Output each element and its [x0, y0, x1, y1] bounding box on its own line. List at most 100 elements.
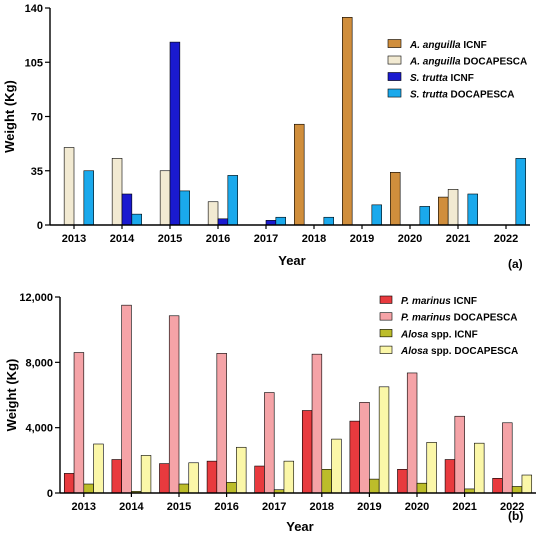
- bar-alosa-2019: [378, 386, 390, 494]
- bar-aanguilla-2015: [159, 170, 171, 226]
- y-tick-label: 105: [25, 57, 43, 69]
- legend-source: ICNF: [461, 40, 487, 51]
- legend-species: S. trutta: [410, 90, 448, 101]
- legend-label: A. anguilla ICNF: [409, 40, 487, 51]
- bar-aanguilla-2013: [63, 147, 75, 226]
- bar-pmarinus-2018: [301, 410, 313, 494]
- bar-alosa-2017: [283, 460, 295, 494]
- y-tick-label: 140: [25, 3, 43, 15]
- legend-species: P. marinus: [401, 313, 451, 324]
- bar-pmarinus-2022: [492, 477, 503, 494]
- legend-species: Alosa: [400, 329, 429, 340]
- legend-swatch: [387, 39, 402, 48]
- bar-strutta-2014: [131, 213, 142, 226]
- bar-strutta-2020: [419, 206, 430, 226]
- legend-swatch: [379, 312, 393, 321]
- legend-source: DOCAPESCA: [448, 90, 515, 101]
- legend-source: DOCAPESCA: [461, 57, 528, 68]
- x-tick-label: 2019: [357, 501, 381, 513]
- bar-alosa-2022: [521, 474, 533, 494]
- bar-pmarinus-2014: [121, 304, 132, 494]
- bar-strutta-2014: [121, 193, 133, 226]
- x-tick-label: 2014: [110, 233, 135, 245]
- x-tick-label: 2021: [446, 233, 470, 245]
- bar-alosa-2016: [236, 446, 247, 494]
- panel-label: (a): [508, 257, 523, 271]
- bar-alosa-2020: [416, 482, 428, 494]
- bar-pmarinus-2013: [73, 352, 85, 494]
- x-tick-label: 2018: [302, 233, 326, 245]
- x-axis-title: Year: [286, 519, 313, 534]
- legend-label: A. anguilla DOCAPESCA: [409, 57, 527, 68]
- legend-source: DOCAPESCA: [451, 313, 518, 324]
- bar-aanguilla-2016: [207, 201, 219, 226]
- y-tick-label: 70: [31, 112, 43, 124]
- x-tick-label: 2018: [310, 501, 334, 513]
- legend-swatch: [387, 55, 402, 65]
- legend-swatch: [387, 88, 402, 98]
- bar-alosa-2016: [226, 482, 237, 494]
- bar-pmarinus-2014: [111, 459, 122, 494]
- x-tick-label: 2013: [62, 233, 86, 245]
- y-tick-label: 0: [37, 220, 43, 232]
- y-axis-title: Weight (Kg): [2, 80, 17, 153]
- x-tick-label: 2015: [167, 501, 191, 513]
- bar-pmarinus-2015: [168, 315, 180, 494]
- x-tick-label: 2016: [214, 501, 238, 513]
- bar-pmarinus-2016: [216, 353, 227, 494]
- chart-panel-0: 2013 2014 2015 2016 2017 2018 2019 2020 2021 2022…: [2, 3, 530, 271]
- bar-pmarinus-2020: [397, 469, 408, 494]
- legend-species: Alosa: [400, 346, 429, 357]
- y-tick-label: 12,000: [19, 292, 53, 304]
- x-tick-label: 2019: [350, 233, 374, 245]
- legend-source: ICNF: [451, 296, 477, 307]
- bar-strutta-2021: [467, 193, 478, 226]
- legend-label: S. trutta ICNF: [410, 73, 474, 84]
- legend-label: Alosa spp. ICNF: [400, 329, 478, 340]
- bar-pmarinus-2019: [359, 402, 370, 494]
- bar-alosa-2014: [140, 455, 152, 494]
- bar-pmarinus-2020: [406, 372, 418, 494]
- bar-aanguilla-2020: [390, 172, 401, 226]
- x-tick-label: 2014: [119, 501, 144, 513]
- bar-alosa-2018: [331, 438, 342, 494]
- x-tick-label: 2017: [254, 233, 278, 245]
- bar-pmarinus-2017: [254, 465, 265, 494]
- bar-strutta-2019: [371, 204, 382, 226]
- bar-strutta-2016: [227, 175, 238, 226]
- legend-swatch: [387, 72, 402, 81]
- bar-strutta-2015: [169, 41, 181, 226]
- bar-strutta-2013: [83, 170, 94, 226]
- x-tick-label: 2022: [494, 233, 518, 245]
- bar-alosa-2015: [178, 483, 190, 494]
- legend-swatch: [379, 329, 393, 338]
- x-tick-label: 2020: [398, 233, 422, 245]
- panel-label: (b): [508, 509, 523, 523]
- chart-panel-1: 2013 2014 2015 2016 2017 2018 2019 2020 2021 2022…: [4, 292, 536, 534]
- legend-label: P. marinus DOCAPESCA: [401, 313, 518, 324]
- bar-pmarinus-2018: [311, 353, 323, 494]
- legend-swatch: [379, 345, 393, 354]
- legend-species: S. trutta: [410, 73, 448, 84]
- bar-aanguilla-2019: [342, 16, 353, 226]
- x-tick-label: 2022: [500, 501, 524, 513]
- bar-alosa-2019: [369, 478, 380, 494]
- bar-alosa-2013: [93, 443, 104, 494]
- x-tick-label: 2013: [72, 501, 96, 513]
- bar-strutta-2022: [515, 158, 526, 226]
- y-tick-label: 0: [47, 488, 53, 500]
- bar-alosa-2018: [321, 469, 332, 494]
- bar-alosa-2013: [83, 483, 94, 494]
- bar-aanguilla-2018: [294, 123, 305, 226]
- x-tick-label: 2020: [405, 501, 429, 513]
- bar-alosa-2022: [511, 486, 523, 494]
- legend-label: Alosa spp. DOCAPESCA: [400, 346, 518, 357]
- bar-aanguilla-2014: [111, 158, 123, 226]
- x-tick-label: 2017: [262, 501, 286, 513]
- legend-label: P. marinus ICNF: [401, 296, 477, 307]
- bar-pmarinus-2021: [444, 459, 456, 494]
- bar-pmarinus-2013: [63, 473, 75, 494]
- x-tick-label: 2021: [452, 501, 476, 513]
- bar-pmarinus-2015: [159, 463, 170, 494]
